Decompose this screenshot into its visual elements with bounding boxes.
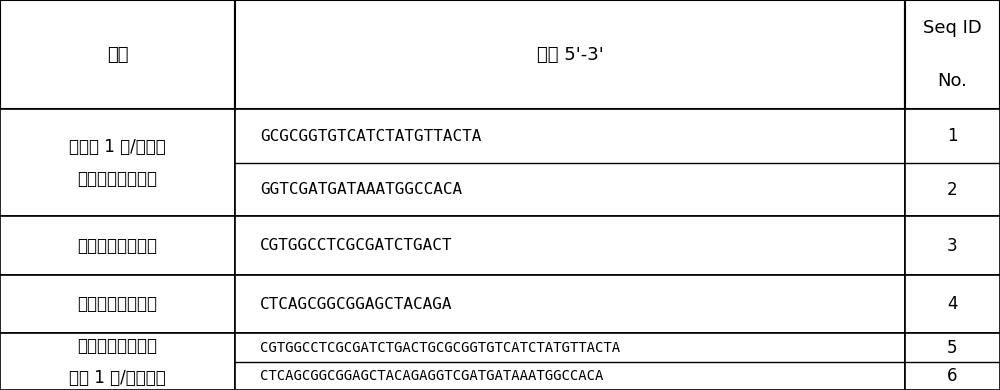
Text: GCGCGGTGTCATCTATGTTACTA: GCGCGGTGTCATCTATGTTACTA (260, 129, 481, 144)
Text: 5: 5 (947, 339, 958, 356)
Bar (905, 216, 1000, 275)
Bar (235, 109, 905, 216)
Bar (0, 0, 235, 109)
Bar (905, 275, 1000, 333)
Text: 2: 2 (947, 181, 958, 199)
Text: 上游引物调控序列: 上游引物调控序列 (78, 237, 158, 255)
Bar (0, 109, 235, 216)
Bar (0, 275, 235, 333)
Bar (905, 0, 1000, 109)
Bar (235, 333, 905, 390)
Text: CTCAGCGGCGGAGCTACAGA: CTCAGCGGCGGAGCTACAGA (260, 297, 452, 312)
Text: CTCAGCGGCGGAGCTACAGAGGTCGATGATAAATGGCCACA: CTCAGCGGCGGAGCTACAGAGGTCGATGATAAATGGCCAC… (260, 369, 603, 383)
Bar (235, 216, 905, 275)
Text: Seq ID

No.: Seq ID No. (923, 19, 982, 90)
Text: 序列 5'-3': 序列 5'-3' (537, 46, 603, 64)
Text: 添加调控序列的引
物对 1 上/下游引物: 添加调控序列的引 物对 1 上/下游引物 (69, 337, 166, 387)
Text: 名称: 名称 (107, 46, 128, 64)
Bar (0, 216, 235, 275)
Text: CGTGGCCTCGCGATCTGACTGCGCGGTGTCATCTATGTTACTA: CGTGGCCTCGCGATCTGACTGCGCGGTGTCATCTATGTTA… (260, 340, 620, 355)
Bar (235, 275, 905, 333)
Bar (905, 109, 1000, 216)
Text: GGTCGATGATAAATGGCCACA: GGTCGATGATAAATGGCCACA (260, 182, 462, 197)
Text: 4: 4 (947, 295, 958, 313)
Bar (905, 333, 1000, 390)
Text: 6: 6 (947, 367, 958, 385)
Bar (235, 0, 905, 109)
Text: 引物对 1 上/下游引
物特异性结合位点: 引物对 1 上/下游引 物特异性结合位点 (69, 138, 166, 188)
Bar (0, 333, 235, 390)
Text: 1: 1 (947, 127, 958, 145)
Text: 3: 3 (947, 237, 958, 255)
Text: CGTGGCCTCGCGATCTGACT: CGTGGCCTCGCGATCTGACT (260, 238, 452, 253)
Text: 下游引物调控序列: 下游引物调控序列 (78, 295, 158, 313)
